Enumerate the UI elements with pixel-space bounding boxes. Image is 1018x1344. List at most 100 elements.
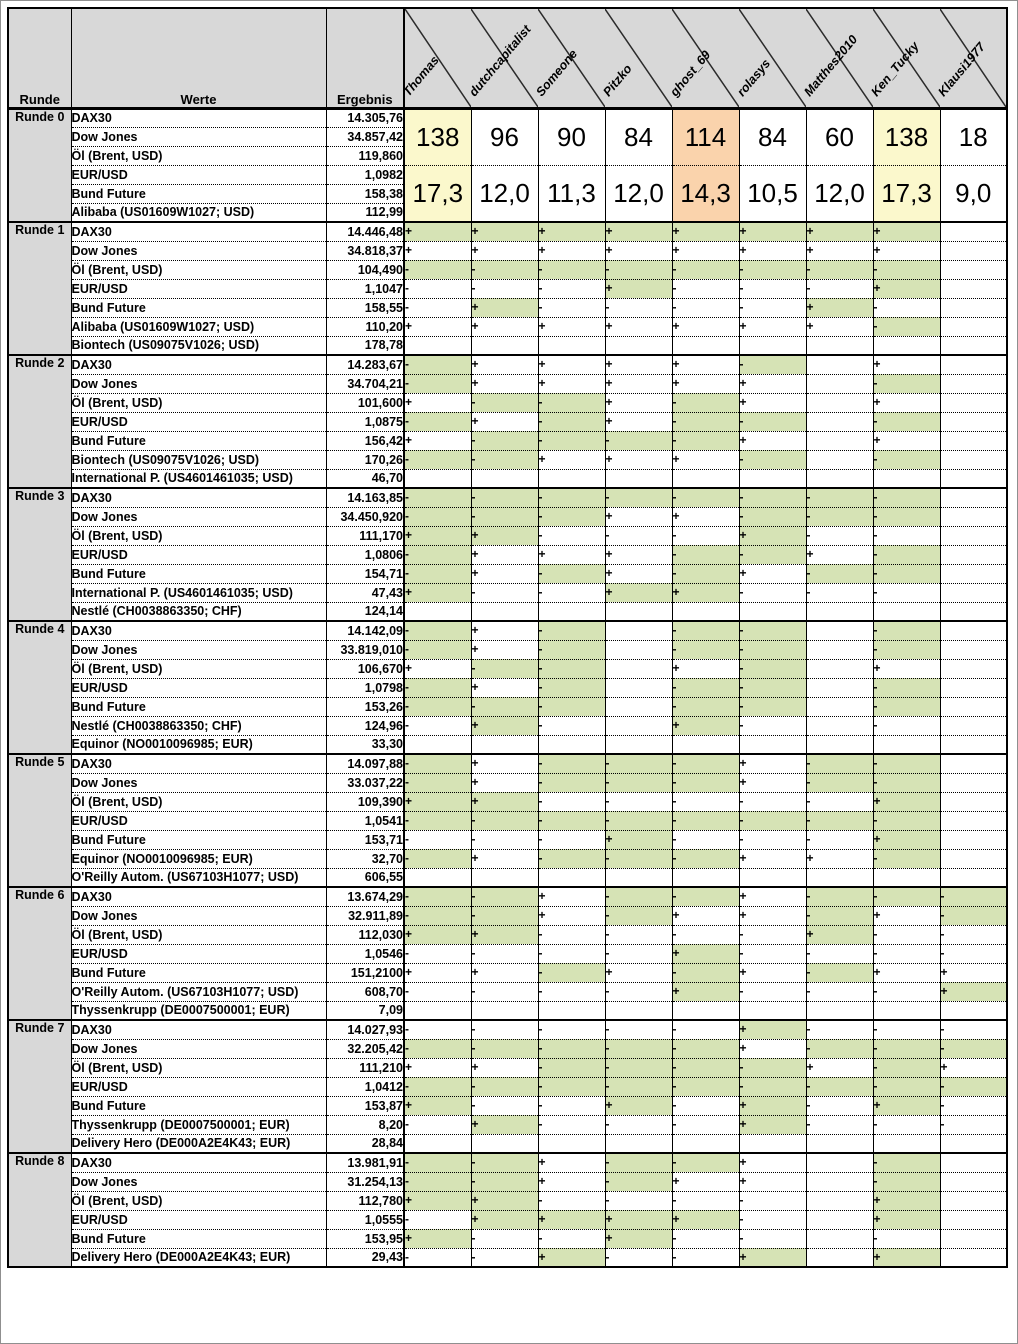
prediction-cell-empty[interactable] xyxy=(671,734,739,754)
player-average-score[interactable]: 12,0 xyxy=(470,164,538,222)
prediction-cell[interactable]: + xyxy=(671,582,739,602)
prediction-cell-empty[interactable] xyxy=(939,1171,1007,1191)
prediction-cell-empty[interactable] xyxy=(805,430,873,450)
prediction-cell[interactable]: - xyxy=(872,259,940,279)
prediction-cell-empty[interactable] xyxy=(805,1133,873,1153)
prediction-cell[interactable]: + xyxy=(738,1171,806,1191)
result-value[interactable]: 112,030 xyxy=(325,924,404,944)
prediction-cell[interactable]: - xyxy=(872,1228,940,1248)
prediction-cell[interactable]: - xyxy=(604,905,672,925)
prediction-cell[interactable]: + xyxy=(671,715,739,735)
prediction-cell-empty[interactable] xyxy=(403,734,471,754)
result-value[interactable]: 14.163,85 xyxy=(325,487,404,507)
prediction-cell[interactable]: - xyxy=(805,753,873,773)
player-average-score[interactable]: 10,5 xyxy=(738,164,806,222)
prediction-cell[interactable]: - xyxy=(403,677,471,697)
player-total-score[interactable]: 84 xyxy=(738,107,806,165)
prediction-cell[interactable]: + xyxy=(403,430,471,450)
prediction-cell[interactable]: - xyxy=(470,1095,538,1115)
result-value[interactable]: 111,170 xyxy=(325,525,404,545)
prediction-cell-empty[interactable] xyxy=(939,582,1007,602)
prediction-cell[interactable]: - xyxy=(403,506,471,526)
instrument-name[interactable]: Equinor (NO0010096985; EUR) xyxy=(70,848,326,868)
prediction-cell-empty[interactable] xyxy=(805,696,873,716)
prediction-cell-empty[interactable] xyxy=(403,1000,471,1020)
instrument-name[interactable]: Nestlé (CH0038863350; CHF) xyxy=(70,601,326,621)
prediction-cell[interactable]: + xyxy=(671,981,739,1001)
prediction-cell[interactable]: + xyxy=(738,1152,806,1172)
instrument-name[interactable]: DAX30 xyxy=(70,221,326,241)
result-value[interactable]: 34.857,42 xyxy=(325,126,404,146)
result-value[interactable]: 34.818,37 xyxy=(325,240,404,260)
prediction-cell[interactable]: - xyxy=(805,278,873,298)
result-value[interactable]: 124,96 xyxy=(325,715,404,735)
player-total-score[interactable]: 138 xyxy=(403,107,471,165)
result-value[interactable]: 1,0806 xyxy=(325,544,404,564)
prediction-cell[interactable]: + xyxy=(872,1209,940,1229)
prediction-cell[interactable]: - xyxy=(671,1019,739,1039)
prediction-cell[interactable]: + xyxy=(537,905,605,925)
prediction-cell-empty[interactable] xyxy=(738,335,806,355)
prediction-cell[interactable]: + xyxy=(537,1247,605,1267)
prediction-cell-empty[interactable] xyxy=(604,658,672,678)
prediction-cell[interactable]: + xyxy=(604,278,672,298)
prediction-cell[interactable]: - xyxy=(537,1228,605,1248)
prediction-cell[interactable]: - xyxy=(671,620,739,640)
prediction-cell-empty[interactable] xyxy=(805,867,873,887)
prediction-cell[interactable]: - xyxy=(537,1076,605,1096)
prediction-cell[interactable]: - xyxy=(738,829,806,849)
prediction-cell-empty[interactable] xyxy=(537,468,605,488)
prediction-cell[interactable]: + xyxy=(872,430,940,450)
prediction-cell[interactable]: - xyxy=(738,658,806,678)
prediction-cell[interactable]: + xyxy=(738,563,806,583)
prediction-cell-empty[interactable] xyxy=(671,867,739,887)
prediction-cell-empty[interactable] xyxy=(939,240,1007,260)
prediction-cell-empty[interactable] xyxy=(604,1133,672,1153)
prediction-cell[interactable]: + xyxy=(537,316,605,336)
prediction-cell[interactable]: - xyxy=(403,639,471,659)
prediction-cell[interactable]: + xyxy=(671,943,739,963)
prediction-cell[interactable]: + xyxy=(872,1247,940,1267)
prediction-cell-empty[interactable] xyxy=(939,829,1007,849)
prediction-cell[interactable]: - xyxy=(738,1076,806,1096)
prediction-cell[interactable]: - xyxy=(537,829,605,849)
prediction-cell[interactable]: - xyxy=(537,1057,605,1077)
prediction-cell[interactable]: + xyxy=(604,829,672,849)
prediction-cell[interactable]: - xyxy=(470,886,538,906)
prediction-cell[interactable]: - xyxy=(671,392,739,412)
col-header-player-klausi1977[interactable]: Klausi1977 xyxy=(935,8,1007,110)
prediction-cell-empty[interactable] xyxy=(738,601,806,621)
result-value[interactable]: 178,78 xyxy=(325,335,404,355)
prediction-cell[interactable]: - xyxy=(403,544,471,564)
col-header-player-rolasys[interactable]: rolasys xyxy=(734,8,806,110)
instrument-name[interactable]: Öl (Brent, USD) xyxy=(70,924,326,944)
prediction-cell-empty[interactable] xyxy=(470,867,538,887)
prediction-cell[interactable]: - xyxy=(470,1038,538,1058)
prediction-cell[interactable]: - xyxy=(738,1209,806,1229)
prediction-cell[interactable]: + xyxy=(604,392,672,412)
prediction-cell[interactable]: - xyxy=(537,506,605,526)
prediction-cell[interactable]: - xyxy=(939,1019,1007,1039)
prediction-cell-empty[interactable] xyxy=(537,335,605,355)
prediction-cell[interactable]: - xyxy=(403,1209,471,1229)
prediction-cell-empty[interactable] xyxy=(939,715,1007,735)
prediction-cell[interactable]: + xyxy=(872,658,940,678)
prediction-cell[interactable]: - xyxy=(537,1019,605,1039)
prediction-cell[interactable]: + xyxy=(738,1095,806,1115)
prediction-cell[interactable]: + xyxy=(470,221,538,241)
prediction-cell-empty[interactable] xyxy=(805,449,873,469)
result-value[interactable]: 1,1047 xyxy=(325,278,404,298)
prediction-cell[interactable]: - xyxy=(738,943,806,963)
prediction-cell[interactable]: - xyxy=(403,1038,471,1058)
instrument-name[interactable]: DAX30 xyxy=(70,886,326,906)
round-label[interactable]: Runde 2 xyxy=(8,354,71,488)
prediction-cell[interactable]: - xyxy=(403,620,471,640)
prediction-cell[interactable]: - xyxy=(671,1057,739,1077)
result-value[interactable]: 32,70 xyxy=(325,848,404,868)
instrument-name[interactable]: Öl (Brent, USD) xyxy=(70,658,326,678)
prediction-cell[interactable]: - xyxy=(671,1190,739,1210)
prediction-cell[interactable]: - xyxy=(805,1114,873,1134)
prediction-cell[interactable]: - xyxy=(537,639,605,659)
prediction-cell-empty[interactable] xyxy=(403,468,471,488)
prediction-cell[interactable]: - xyxy=(537,259,605,279)
